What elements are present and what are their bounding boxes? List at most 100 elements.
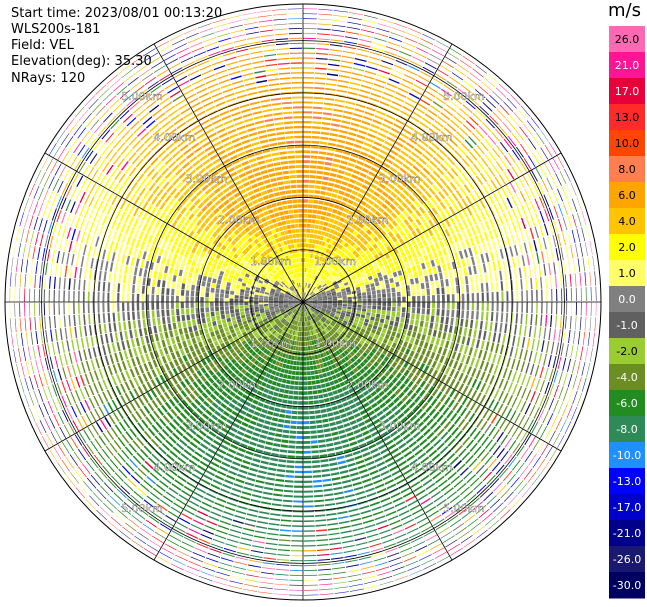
velocity-gate	[391, 287, 396, 293]
velocity-gate	[208, 430, 217, 438]
velocity-gate	[414, 395, 421, 404]
velocity-gate	[165, 472, 175, 481]
velocity-gate	[570, 287, 573, 301]
velocity-gate	[186, 565, 200, 572]
velocity-gate	[358, 94, 369, 99]
velocity-gate	[217, 470, 227, 477]
velocity-gate	[572, 214, 577, 228]
velocity-gate	[446, 123, 457, 132]
velocity-gate	[378, 207, 385, 214]
velocity-gate	[546, 413, 554, 426]
velocity-gate	[276, 563, 290, 566]
velocity-gate	[228, 414, 236, 421]
velocity-gate	[347, 415, 355, 421]
velocity-gate	[337, 295, 342, 299]
velocity-gate	[71, 405, 78, 418]
velocity-gate	[217, 418, 225, 426]
velocity-gate	[317, 297, 323, 300]
velocity-gate	[400, 317, 405, 323]
velocity-gate	[134, 511, 146, 520]
velocity-gate	[209, 342, 215, 349]
velocity-gate	[419, 98, 431, 106]
velocity-gate	[411, 307, 416, 314]
velocity-gate	[314, 499, 324, 503]
velocity-gate	[566, 184, 573, 198]
velocity-gate	[351, 264, 357, 270]
velocity-gate	[375, 158, 384, 165]
velocity-gate	[192, 381, 199, 389]
velocity-gate	[314, 370, 319, 375]
velocity-gate	[352, 348, 358, 354]
velocity-gate	[347, 359, 353, 366]
velocity-gate	[303, 86, 314, 89]
velocity-gate	[400, 150, 409, 157]
velocity-gate	[396, 286, 401, 292]
velocity-gate	[378, 183, 386, 190]
velocity-gate	[458, 506, 470, 516]
velocity-gate	[423, 231, 430, 239]
velocity-gate	[333, 352, 338, 357]
velocity-gate	[287, 455, 295, 459]
velocity-gate	[317, 165, 324, 170]
velocity-gate	[332, 208, 338, 214]
velocity-gate	[329, 314, 335, 318]
velocity-gate	[52, 399, 58, 412]
velocity-gate	[268, 352, 274, 358]
velocity-gate	[586, 226, 590, 240]
velocity-gate	[550, 249, 555, 262]
velocity-gate	[265, 441, 274, 446]
velocity-gate	[306, 288, 309, 293]
velocity-gate	[595, 302, 597, 317]
velocity-gate	[322, 303, 328, 305]
velocity-gate	[287, 400, 293, 405]
velocity-gate	[371, 309, 376, 314]
velocity-gate	[314, 244, 318, 250]
velocity-gate	[351, 408, 359, 414]
velocity-gate	[334, 496, 345, 500]
velocity-gate	[439, 64, 452, 73]
velocity-gate	[307, 288, 310, 294]
velocity-gate	[308, 395, 314, 400]
velocity-gate	[550, 315, 553, 328]
velocity-gate	[420, 71, 432, 78]
velocity-gate	[517, 108, 527, 120]
velocity-gate	[241, 532, 254, 537]
velocity-gate	[499, 509, 511, 520]
velocity-gate	[442, 264, 447, 272]
velocity-gate	[183, 508, 195, 516]
velocity-gate	[372, 88, 383, 94]
velocity-gate	[506, 118, 516, 130]
velocity-gate	[351, 174, 359, 180]
velocity-gate	[475, 369, 482, 379]
velocity-gate	[345, 564, 359, 568]
velocity-gate	[480, 382, 487, 393]
velocity-gate	[281, 514, 292, 517]
velocity-gate	[339, 165, 347, 170]
velocity-gate	[84, 399, 91, 411]
velocity-gate	[387, 515, 399, 521]
velocity-gate	[318, 573, 332, 576]
velocity-gate	[316, 175, 323, 180]
velocity-gate	[336, 144, 345, 149]
velocity-gate	[303, 331, 305, 337]
velocity-gate	[313, 334, 317, 340]
velocity-gate	[380, 470, 390, 476]
velocity-gate	[330, 342, 335, 347]
velocity-gate	[525, 375, 531, 388]
velocity-gate	[531, 290, 533, 302]
velocity-gate	[327, 233, 333, 239]
velocity-gate	[466, 284, 470, 293]
velocity-gate	[294, 381, 299, 386]
velocity-gate	[136, 452, 145, 462]
velocity-gate	[324, 166, 331, 171]
velocity-gate	[268, 431, 276, 436]
velocity-gate	[324, 397, 330, 403]
velocity-gate	[434, 119, 444, 128]
velocity-gate	[288, 312, 293, 316]
velocity-gate	[503, 101, 514, 112]
velocity-gate	[402, 41, 416, 48]
velocity-gate	[125, 462, 135, 472]
velocity-gate	[158, 446, 167, 455]
velocity-gate	[364, 70, 377, 75]
velocity-gate	[321, 181, 328, 186]
